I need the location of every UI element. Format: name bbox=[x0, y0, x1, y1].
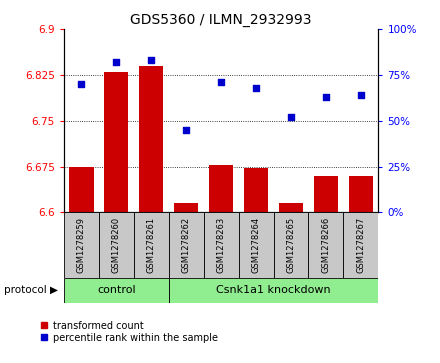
Bar bbox=[64, 278, 169, 303]
Bar bbox=[99, 212, 134, 278]
Bar bbox=[64, 212, 99, 278]
Point bbox=[183, 127, 190, 133]
Bar bbox=[344, 212, 378, 278]
Text: control: control bbox=[97, 285, 136, 295]
Title: GDS5360 / ILMN_2932993: GDS5360 / ILMN_2932993 bbox=[130, 13, 312, 26]
Text: GSM1278263: GSM1278263 bbox=[216, 217, 226, 273]
Text: GSM1278260: GSM1278260 bbox=[112, 217, 121, 273]
Bar bbox=[209, 165, 233, 212]
Text: GSM1278266: GSM1278266 bbox=[322, 217, 330, 273]
Bar bbox=[104, 72, 128, 212]
Bar bbox=[244, 168, 268, 212]
Point bbox=[287, 114, 294, 120]
Legend: transformed count, percentile rank within the sample: transformed count, percentile rank withi… bbox=[40, 321, 218, 343]
Bar bbox=[204, 212, 238, 278]
Point bbox=[148, 57, 155, 63]
Point bbox=[253, 85, 260, 91]
Bar bbox=[169, 212, 204, 278]
Bar bbox=[134, 212, 169, 278]
Text: GSM1278267: GSM1278267 bbox=[356, 217, 366, 273]
Text: GSM1278259: GSM1278259 bbox=[77, 217, 86, 273]
Bar bbox=[139, 66, 163, 212]
Point bbox=[218, 79, 225, 85]
Text: GSM1278265: GSM1278265 bbox=[286, 217, 296, 273]
Bar bbox=[169, 278, 378, 303]
Text: protocol ▶: protocol ▶ bbox=[4, 285, 59, 295]
Text: GSM1278264: GSM1278264 bbox=[252, 217, 260, 273]
Text: GSM1278261: GSM1278261 bbox=[147, 217, 156, 273]
Point bbox=[323, 94, 330, 100]
Bar bbox=[348, 176, 373, 212]
Point bbox=[78, 81, 85, 87]
Bar bbox=[238, 212, 274, 278]
Bar bbox=[274, 212, 308, 278]
Text: GSM1278262: GSM1278262 bbox=[182, 217, 191, 273]
Point bbox=[357, 92, 364, 98]
Point bbox=[113, 59, 120, 65]
Bar bbox=[279, 203, 303, 212]
Bar bbox=[69, 167, 94, 212]
Bar bbox=[174, 203, 198, 212]
Text: Csnk1a1 knockdown: Csnk1a1 knockdown bbox=[216, 285, 331, 295]
Bar bbox=[308, 212, 344, 278]
Bar bbox=[314, 176, 338, 212]
